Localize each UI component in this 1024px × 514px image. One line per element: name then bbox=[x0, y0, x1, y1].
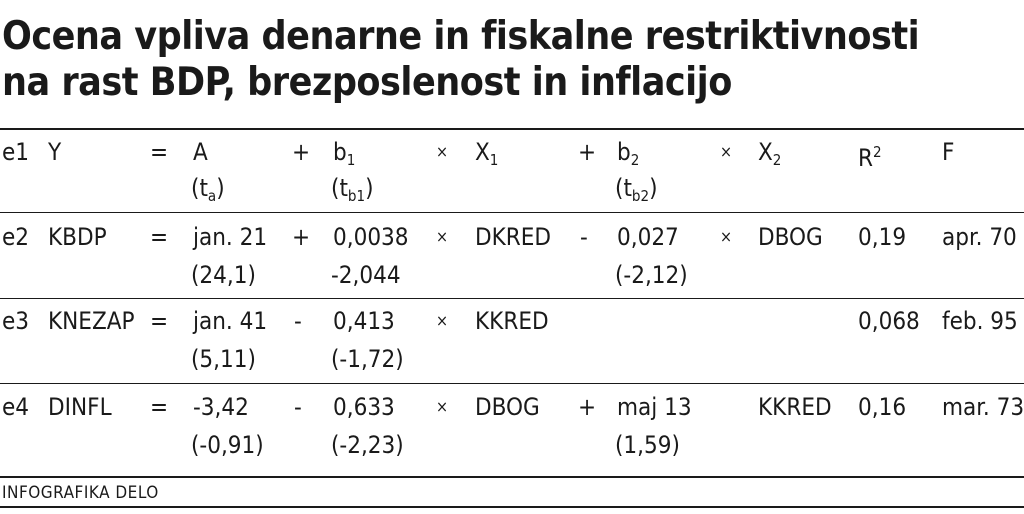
constant-t-value: (5,11) bbox=[191, 345, 256, 373]
dependent-variable: KNEZAP bbox=[48, 307, 135, 335]
operator-1: - bbox=[294, 307, 302, 335]
constant-value: -3,42 bbox=[193, 393, 249, 421]
coefficient-2-value: maj 13 bbox=[617, 393, 692, 421]
coefficient-2-header: b2 bbox=[617, 138, 640, 169]
coefficient-1-value: 0,413 bbox=[333, 307, 395, 335]
multiply-sign-1: × bbox=[436, 311, 449, 330]
bottom-rule bbox=[0, 476, 1024, 478]
equals-sign: = bbox=[150, 393, 169, 421]
coefficient-1-value: 0,0038 bbox=[333, 223, 409, 251]
coefficient-1-t-value: (-1,72) bbox=[331, 345, 404, 373]
title-line-1: Ocena vpliva denarne in fiskalne restrik… bbox=[2, 14, 920, 59]
multiply-sign-2: × bbox=[720, 227, 733, 246]
equals-sign: = bbox=[150, 307, 169, 335]
dependent-variable: DINFL bbox=[48, 393, 112, 421]
multiply-sign-1: × bbox=[436, 227, 449, 246]
multiply-sign-1: × bbox=[436, 397, 449, 416]
top-rule bbox=[0, 128, 1024, 130]
row-id: e3 bbox=[2, 307, 30, 335]
coefficient-2-t-value: (-2,12) bbox=[615, 261, 688, 289]
regressor-1: DBOG bbox=[475, 393, 540, 421]
constant-t-value: (24,1) bbox=[191, 261, 256, 289]
footer-rule bbox=[0, 506, 1024, 508]
coefficient-1-value: 0,633 bbox=[333, 393, 395, 421]
multiply-sign-1: × bbox=[436, 142, 449, 161]
regressor-1: DKRED bbox=[475, 223, 552, 251]
row-id: e2 bbox=[2, 223, 30, 251]
regressor-1: KKRED bbox=[475, 307, 549, 335]
title-line-2: na rast BDP, brezposlenost in inflacijo bbox=[2, 60, 732, 105]
row-divider bbox=[0, 212, 1024, 213]
operator-2: - bbox=[580, 223, 588, 251]
dependent-variable: Y bbox=[48, 138, 62, 166]
constant-value: jan. 41 bbox=[193, 307, 268, 335]
dependent-variable: KBDP bbox=[48, 223, 107, 251]
coefficient-2-t-value: (1,59) bbox=[615, 431, 680, 459]
row-divider bbox=[0, 298, 1024, 299]
r-squared-value: 0,068 bbox=[858, 307, 920, 335]
infographic-title: Ocena vpliva denarne in fiskalne restrik… bbox=[2, 14, 1022, 106]
multiply-sign-2: × bbox=[720, 142, 733, 161]
regressor-2-header: X2 bbox=[758, 138, 782, 169]
f-statistic-value: feb. 95 bbox=[942, 307, 1018, 335]
regressor-2: DBOG bbox=[758, 223, 823, 251]
operator-2: + bbox=[578, 138, 597, 166]
r-squared-header: R2 bbox=[858, 143, 882, 172]
credit-label: INFOGRAFIKA DELO bbox=[2, 483, 159, 503]
coefficient-2-t-header: (tb2) bbox=[615, 174, 658, 205]
coefficient-2-value: 0,027 bbox=[617, 223, 679, 251]
row-divider bbox=[0, 383, 1024, 384]
equals-sign: = bbox=[150, 223, 169, 251]
operator-1: - bbox=[294, 393, 302, 421]
operator-1: + bbox=[292, 138, 311, 166]
equals-sign: = bbox=[150, 138, 169, 166]
coefficient-1-t-value: (-2,23) bbox=[331, 431, 404, 459]
constant-header: A bbox=[193, 138, 208, 166]
constant-t-value: (-0,91) bbox=[191, 431, 264, 459]
f-statistic-value: mar. 73 bbox=[942, 393, 1024, 421]
r-squared-value: 0,19 bbox=[858, 223, 907, 251]
f-statistic-value: apr. 70 bbox=[942, 223, 1017, 251]
constant-value: jan. 21 bbox=[193, 223, 268, 251]
r-squared-value: 0,16 bbox=[858, 393, 907, 421]
f-statistic-header: F bbox=[942, 138, 955, 166]
row-id: e4 bbox=[2, 393, 30, 421]
constant-t-header: (ta) bbox=[191, 174, 225, 205]
row-id: e1 bbox=[2, 138, 30, 166]
coefficient-1-t-header: (tb1) bbox=[331, 174, 374, 205]
operator-2: + bbox=[578, 393, 597, 421]
regressor-1-header: X1 bbox=[475, 138, 499, 169]
coefficient-1-header: b1 bbox=[333, 138, 356, 169]
regressor-2: KKRED bbox=[758, 393, 832, 421]
coefficient-1-t-value: -2,044 bbox=[331, 261, 401, 289]
operator-1: + bbox=[292, 223, 311, 251]
